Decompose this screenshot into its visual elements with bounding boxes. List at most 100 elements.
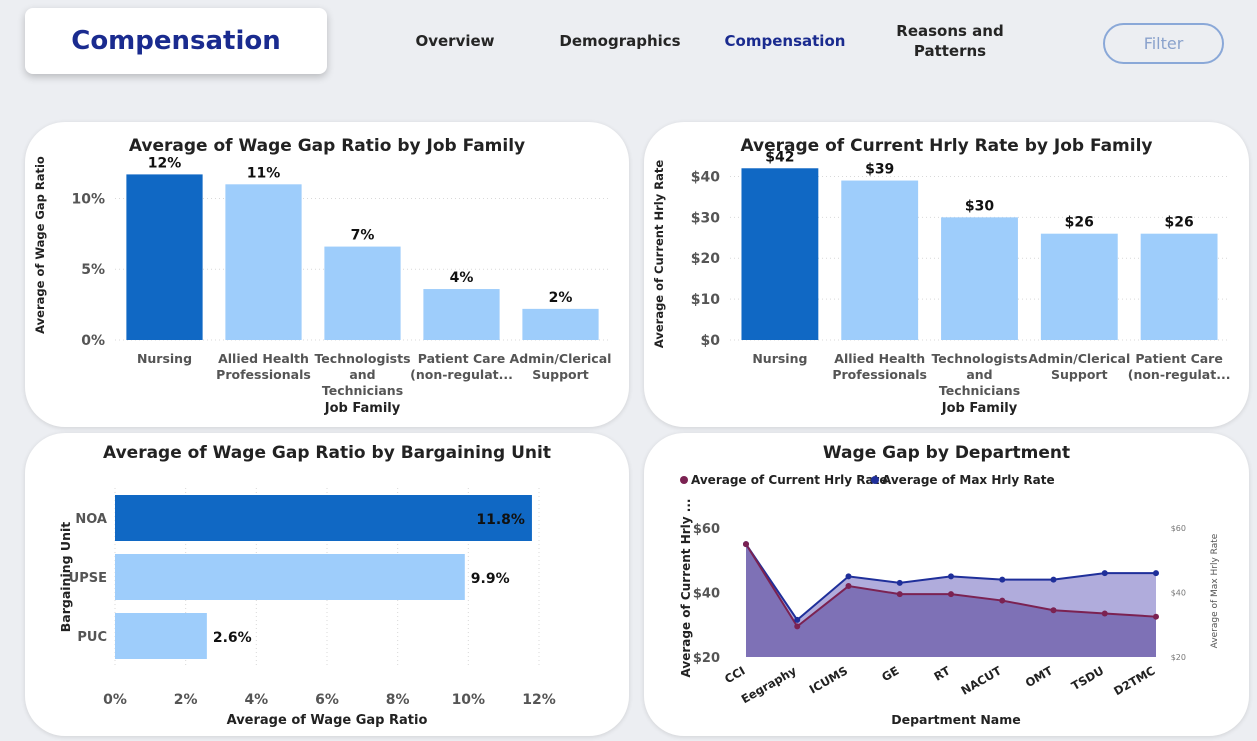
x-tick-label: Nursing (752, 351, 807, 366)
point-current-rate (1153, 613, 1159, 620)
data-label: 9.9% (471, 571, 510, 587)
nav-reasons-and-patterns[interactable]: Reasons and Patterns (896, 22, 1004, 60)
x-tick-label: 4% (244, 692, 268, 708)
data-label: $30 (965, 198, 994, 214)
point-max-rate (794, 616, 801, 623)
data-label: 7% (351, 228, 375, 244)
point-max-rate (999, 576, 1006, 583)
y-tick-label: UPSE (69, 571, 107, 586)
y-right-tick-label: $60 (1171, 524, 1186, 533)
bar-patient-care-non-regulat- (1140, 233, 1218, 340)
y-tick-label: 5% (81, 262, 105, 278)
x-tick-label: CCI (722, 663, 747, 686)
bar-admin-clerical-support (522, 308, 599, 340)
y-tick-label: 0% (81, 333, 105, 349)
bar-allied-health-professionals (225, 184, 302, 340)
x-tick-label: Eegraphy (739, 663, 799, 706)
nav-overview[interactable]: Overview (415, 32, 495, 50)
x-tick-label: 10% (452, 692, 486, 708)
point-current-rate (896, 591, 903, 598)
y-right-tick-label: $20 (1171, 653, 1186, 662)
wage-gap-by-department-panel: Wage Gap by Department Average of Curren… (644, 433, 1249, 736)
point-current-rate (1050, 607, 1057, 614)
point-max-rate (845, 573, 852, 580)
y-axis-title: Average of Wage Gap Ratio (33, 156, 47, 334)
y-axis-title: Average of Current Hrly Rate (652, 160, 666, 348)
x-tick-label: D2TMC (1111, 663, 1157, 698)
point-current-rate (1101, 610, 1108, 617)
x-tick-label: 6% (315, 692, 339, 708)
filter-button[interactable]: Filter (1103, 23, 1224, 64)
data-label: 11.8% (476, 512, 525, 528)
x-tick-label: OMT (1023, 663, 1055, 690)
x-axis-title: Job Family (324, 401, 401, 416)
x-tick-label: GE (879, 663, 901, 684)
y-axis-title: Bargaining Unit (58, 522, 73, 633)
point-max-rate (896, 579, 903, 586)
x-tick-label: Allied Health Professionals (832, 351, 927, 382)
y-tick-label: $0 (701, 333, 721, 349)
x-tick-label: 0% (103, 692, 127, 708)
y-axis-title: Average of Current Hrly ... (679, 499, 693, 678)
y-right-tick-label: $40 (1171, 589, 1186, 598)
point-current-rate (948, 591, 954, 598)
hourly-rate-by-job-family-panel: Average of Current Hrly Rate by Job Fami… (644, 122, 1249, 427)
legend-marker-current (680, 476, 688, 484)
bar-puc (115, 613, 207, 659)
wage-gap-by-bargaining-unit-panel: Average of Wage Gap Ratio by Bargaining … (25, 433, 629, 736)
x-tick-label: Allied Health Professionals (216, 351, 311, 382)
legend-label-max: Average of Max Hrly Rate (882, 473, 1055, 487)
data-label: 11% (247, 165, 281, 181)
hourly-rate-by-job-family-chart: $0 $10 $20 $30 $40 $42 Nursing $39 Allied Health… (652, 149, 1231, 416)
wage-gap-by-bargaining-unit-chart: 0% 2% 4% 6% 8% 10% 12% NOA 11.8% UPSE 9.9% PUC 2.6% A… (58, 488, 556, 728)
x-tick-label: ICUMS (807, 663, 850, 696)
point-current-rate (794, 623, 801, 630)
y-tick-label: 10% (71, 191, 105, 207)
page-title: Compensation (71, 26, 281, 56)
bar-technologists-and-technicians (324, 246, 401, 340)
point-max-rate (1101, 570, 1108, 577)
x-tick-label: Admin/Clerical Support (510, 351, 612, 382)
page-title-card: Compensation (25, 8, 327, 74)
x-tick-label: Technologists and Technicians (931, 351, 1027, 398)
bar-admin-clerical-support (1040, 233, 1118, 340)
area-current-rate (746, 544, 1156, 657)
point-max-rate (948, 573, 954, 580)
bar-upse (115, 554, 465, 600)
x-tick-label: Patient Care (non-regulat... (1128, 351, 1231, 382)
bar-noa (115, 495, 532, 541)
nav-demographics[interactable]: Demographics (559, 32, 681, 50)
y-tick-label: $20 (691, 251, 720, 267)
data-label: 2.6% (213, 630, 252, 646)
data-label: $39 (865, 162, 894, 178)
data-label: $26 (1065, 215, 1094, 231)
point-current-rate (743, 541, 749, 548)
data-label: $26 (1164, 215, 1193, 231)
x-tick-label: Admin/Clerical Support (1028, 351, 1130, 382)
x-tick-label: RT (931, 663, 952, 683)
chart-title: Wage Gap by Department (822, 443, 1071, 463)
y-tick-label: $20 (693, 651, 720, 666)
point-max-rate (1050, 576, 1057, 583)
x-axis-title: Average of Wage Gap Ratio (227, 713, 428, 728)
x-axis-title: Job Family (941, 401, 1018, 416)
legend-label-current: Average of Current Hrly Rate (691, 473, 887, 487)
y-tick-label: $60 (693, 522, 720, 537)
nav-compensation[interactable]: Compensation (724, 32, 846, 50)
bar-technologists-and-technicians (941, 217, 1018, 340)
chart-title: Average of Wage Gap Ratio by Job Family (128, 136, 526, 156)
bar-nursing (741, 168, 819, 340)
chart-title: Average of Current Hrly Rate by Job Fami… (740, 136, 1153, 156)
data-label: $42 (765, 149, 794, 165)
x-axis-title: Department Name (891, 712, 1021, 727)
data-label: 2% (549, 290, 573, 306)
bar-patient-care-non-regulat- (423, 289, 500, 340)
x-tick-label: 8% (386, 692, 410, 708)
point-current-rate (999, 597, 1006, 604)
y-tick-label: $40 (693, 587, 720, 602)
x-tick-label: Technologists and Technicians (314, 351, 410, 398)
y-right-axis-title: Average of Max Hrly Rate (1210, 533, 1220, 648)
legend-marker-max (871, 476, 879, 484)
data-label: 12% (148, 155, 182, 171)
